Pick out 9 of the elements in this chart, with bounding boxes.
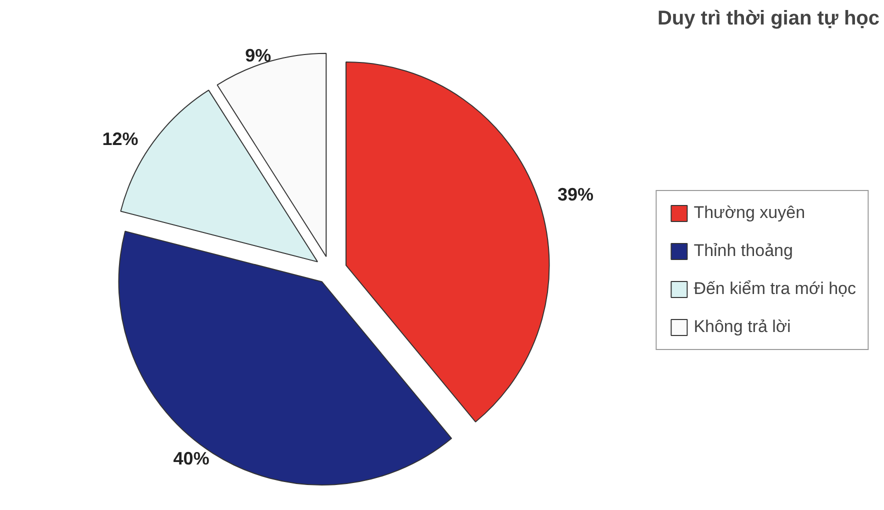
chart-title: Duy trì thời gian tự học	[657, 8, 880, 30]
data-label: 39%	[557, 184, 594, 204]
data-label: 12%	[102, 128, 138, 149]
legend-label: Đến kiểm tra mới học	[694, 278, 856, 298]
legend-label: Không trả lời	[694, 316, 791, 336]
legend-label: Thường xuyên	[694, 202, 806, 222]
legend-label: Thỉnh thoảng	[694, 240, 793, 260]
data-label: 40%	[173, 448, 210, 469]
data-label: 9%	[245, 46, 272, 66]
